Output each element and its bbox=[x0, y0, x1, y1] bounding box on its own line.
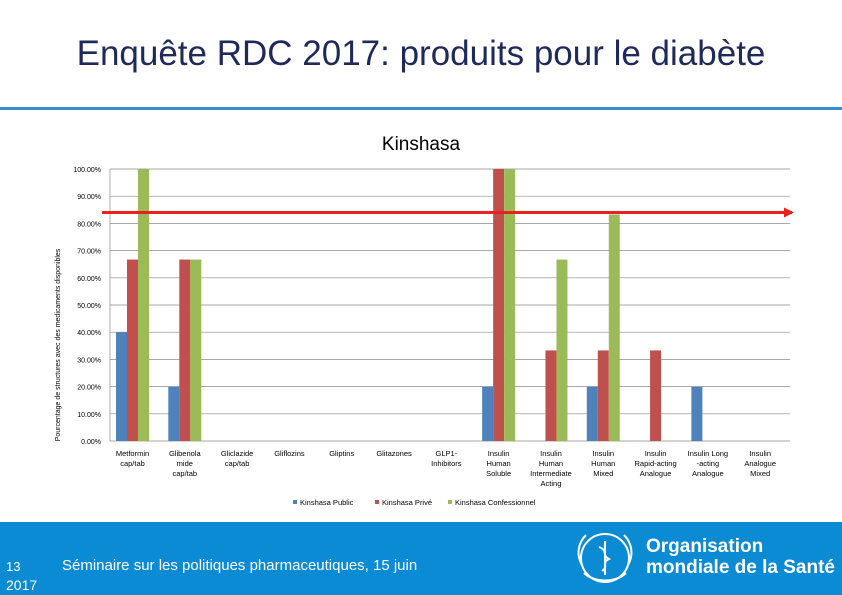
x-tick-label: Insulin Long -acting Analogue bbox=[688, 449, 728, 478]
legend-label: Kinshasa Public bbox=[300, 498, 354, 507]
footer-text: Séminaire sur les politiques pharmaceuti… bbox=[62, 557, 418, 574]
org-name-line1: Organisation bbox=[646, 536, 764, 557]
x-tick-label-line: Mixed bbox=[750, 469, 770, 478]
bar bbox=[691, 386, 703, 441]
bar bbox=[138, 169, 149, 441]
y-tick-label: 100.00% bbox=[73, 167, 101, 174]
org-name-line2: mondiale de la Santé bbox=[646, 557, 835, 578]
y-tick-label: 70.00% bbox=[77, 249, 101, 256]
x-tick-label-line: Gliptins bbox=[329, 449, 354, 458]
x-tick-label-line: Insulin Long bbox=[688, 449, 728, 458]
title-divider bbox=[0, 107, 842, 110]
x-tick-label: Insulin Human Mixed bbox=[591, 449, 615, 478]
y-axis-label: Pourcentage de structures avec des medic… bbox=[55, 248, 62, 441]
x-tick-label: Insulin Human Soluble bbox=[486, 449, 511, 478]
y-tick-label: 30.00% bbox=[77, 357, 101, 364]
x-tick-label: Insulin Rapid-acting Analogue bbox=[635, 449, 677, 478]
legend-label: Kinshasa Confessionnel bbox=[455, 498, 536, 507]
y-tick-label: 90.00% bbox=[77, 194, 101, 201]
x-tick-label-line: Acting bbox=[541, 479, 562, 488]
x-tick-label-line: Glibenola bbox=[169, 449, 202, 458]
organization-name: Organisation mondiale de la Santé bbox=[646, 536, 835, 578]
x-tick-label-line: Rapid-acting bbox=[635, 459, 677, 468]
x-tick-label: GLP1-Inhibitors bbox=[431, 449, 462, 468]
y-tick-label: 0.00% bbox=[81, 439, 101, 446]
y-tick-label: 80.00% bbox=[77, 221, 101, 228]
x-tick-label-line: GLP1- bbox=[436, 449, 458, 458]
bar bbox=[650, 350, 662, 441]
y-tick-label: 60.00% bbox=[77, 276, 101, 283]
legend-swatch bbox=[293, 500, 297, 504]
x-tick-label-line: Insulin bbox=[592, 449, 614, 458]
bar bbox=[190, 259, 202, 441]
y-tick-label: 40.00% bbox=[77, 330, 101, 337]
bar bbox=[586, 386, 598, 441]
who-emblem-icon bbox=[577, 533, 633, 583]
x-tick-label-line: Analogue bbox=[640, 469, 672, 478]
slide-title: Enquête RDC 2017: produits pour le diabè… bbox=[76, 34, 766, 73]
x-tick-label: Metformin cap/tab bbox=[116, 449, 149, 468]
x-tick-label: Glibenola mide cap/tab bbox=[169, 449, 202, 478]
x-tick-label: Gliclazide cap/tab bbox=[221, 449, 254, 468]
x-tick-label-line: cap/tab bbox=[225, 459, 250, 468]
bar bbox=[116, 332, 127, 441]
x-tick-label-line: cap/tab bbox=[120, 459, 145, 468]
y-tick-label: 20.00% bbox=[77, 385, 101, 392]
x-tick-label-line: Insulin bbox=[540, 449, 562, 458]
x-tick-label: Insulin Human Intermediate Acting bbox=[530, 449, 572, 488]
bar bbox=[597, 350, 609, 441]
bar-chart: Kinshasa Pourcentage de structures avec … bbox=[55, 134, 794, 507]
x-tick-label-line: Human bbox=[539, 459, 563, 468]
bar bbox=[556, 259, 568, 441]
x-tick-label: Glitazones bbox=[376, 449, 412, 458]
bar bbox=[482, 386, 494, 441]
legend-swatch bbox=[448, 500, 452, 504]
x-tick-label-line: Gliclazide bbox=[221, 449, 254, 458]
x-tick-label-line: Mixed bbox=[593, 469, 613, 478]
x-tick-label-line: Intermediate bbox=[530, 469, 572, 478]
x-tick-label-line: cap/tab bbox=[173, 469, 198, 478]
bar bbox=[127, 259, 138, 441]
x-tick-label-line: Human bbox=[591, 459, 615, 468]
x-tick-label-line: Metformin bbox=[116, 449, 149, 458]
x-tick-label: Gliflozins bbox=[274, 449, 305, 458]
x-tick-label-line: Soluble bbox=[486, 469, 511, 478]
x-tick-label-line: Glitazones bbox=[376, 449, 412, 458]
x-tick-label-line: Insulin bbox=[749, 449, 771, 458]
legend-swatch bbox=[375, 500, 379, 504]
x-tick-label-line: Human bbox=[487, 459, 511, 468]
x-tick-label-line: Inhibitors bbox=[431, 459, 462, 468]
bar bbox=[504, 169, 516, 441]
slide-number: 13 bbox=[6, 559, 21, 574]
bar bbox=[168, 386, 180, 441]
chart-title: Kinshasa bbox=[382, 134, 461, 155]
x-tick-label-line: -acting bbox=[697, 459, 720, 468]
slide-year: 2017 bbox=[6, 577, 38, 593]
x-tick-label-line: Insulin bbox=[645, 449, 667, 458]
bar bbox=[608, 214, 620, 441]
bar bbox=[179, 259, 191, 441]
y-tick-label: 50.00% bbox=[77, 303, 101, 310]
x-tick-label-line: Analogue bbox=[744, 459, 776, 468]
x-tick-label-line: mide bbox=[177, 459, 193, 468]
bar bbox=[493, 169, 505, 441]
x-tick-label-line: Gliflozins bbox=[274, 449, 305, 458]
x-tick-label: Insulin Analogue Mixed bbox=[744, 449, 776, 478]
y-tick-label: 10.00% bbox=[77, 412, 101, 419]
x-tick-label-line: Analogue bbox=[692, 469, 724, 478]
legend-label: Kinshasa Privé bbox=[382, 498, 432, 507]
footer-bar: 13 2017 Séminaire sur les politiques pha… bbox=[0, 522, 842, 595]
bar bbox=[545, 350, 557, 441]
x-tick-label-line: Insulin bbox=[488, 449, 510, 458]
x-tick-label: Gliptins bbox=[329, 449, 354, 458]
